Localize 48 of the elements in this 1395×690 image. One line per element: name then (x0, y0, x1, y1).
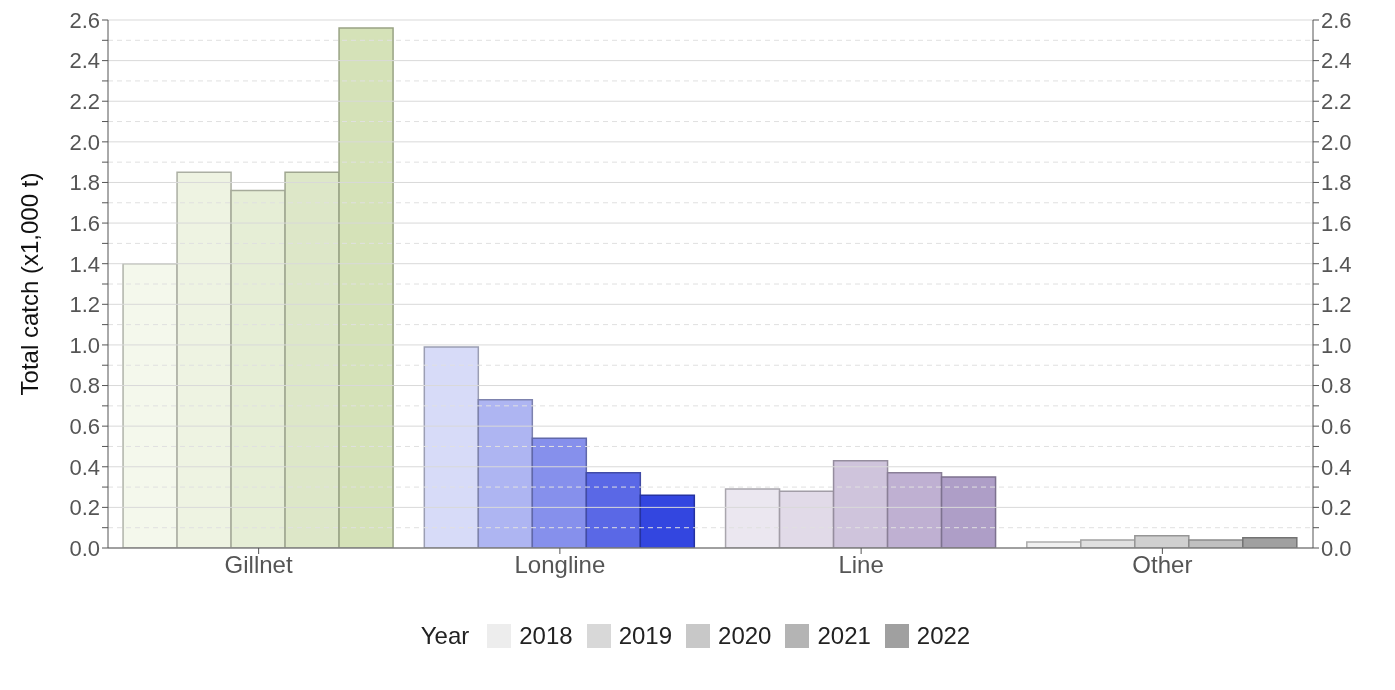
y-tick-label: 2.6 (69, 7, 100, 33)
y2-tick-label: 1.6 (1321, 210, 1352, 236)
x-tick-label: Gillnet (224, 551, 293, 579)
x-tick-label: Line (838, 551, 884, 579)
y2-tick-label: 1.2 (1321, 292, 1352, 318)
bar (1242, 537, 1298, 548)
legend-label: 2022 (916, 622, 971, 650)
y-tick-label: 2.0 (69, 129, 100, 155)
y2-tick-label: 0.4 (1321, 454, 1352, 480)
y-tick-label: 2.2 (69, 89, 100, 115)
bar (886, 472, 943, 548)
y-tick-label: 0.6 (69, 413, 100, 439)
y2-tick-label: 1.0 (1321, 332, 1352, 358)
bar (531, 437, 588, 548)
x-tick-label: Longline (514, 551, 606, 579)
bar (423, 346, 480, 548)
bar (639, 494, 696, 548)
y-tick-label: 2.4 (69, 48, 100, 74)
y2-tick-label: 0.0 (1321, 535, 1352, 561)
y2-tick-label: 1.4 (1321, 251, 1352, 277)
x-tick-label: Other (1132, 551, 1193, 579)
y2-tick-label: 0.6 (1321, 413, 1352, 439)
y-tick-label: 1.2 (69, 292, 100, 318)
legend-title: Year (420, 622, 470, 650)
legend-label: 2018 (519, 622, 573, 650)
y-tick-label: 1.8 (69, 170, 100, 196)
bar (832, 459, 889, 548)
legend-label: 2020 (718, 622, 772, 650)
legend-label: 2021 (817, 622, 871, 650)
y-tick-label: 0.2 (69, 495, 100, 521)
y2-tick-label: 0.2 (1321, 495, 1352, 521)
y2-tick-label: 2.4 (1321, 48, 1352, 74)
y-tick-label: 1.0 (69, 332, 100, 358)
y-axis-title: Total catch (x1,000 t) (15, 172, 43, 396)
y-tick-label: 1.4 (69, 251, 100, 277)
bar (940, 476, 997, 548)
y2-tick-label: 2.6 (1321, 7, 1352, 33)
y2-tick-label: 2.2 (1321, 89, 1352, 115)
y-tick-label: 1.6 (69, 210, 100, 236)
bar (585, 472, 642, 548)
y-tick-label: 0.0 (69, 535, 100, 561)
y-tick-label: 0.4 (69, 454, 100, 480)
y-tick-label: 0.8 (69, 373, 100, 399)
bar (477, 399, 534, 548)
y2-tick-label: 2.0 (1321, 129, 1352, 155)
y2-tick-label: 0.8 (1321, 373, 1352, 399)
legend-label: 2019 (618, 622, 673, 650)
y2-tick-label: 1.8 (1321, 170, 1352, 196)
